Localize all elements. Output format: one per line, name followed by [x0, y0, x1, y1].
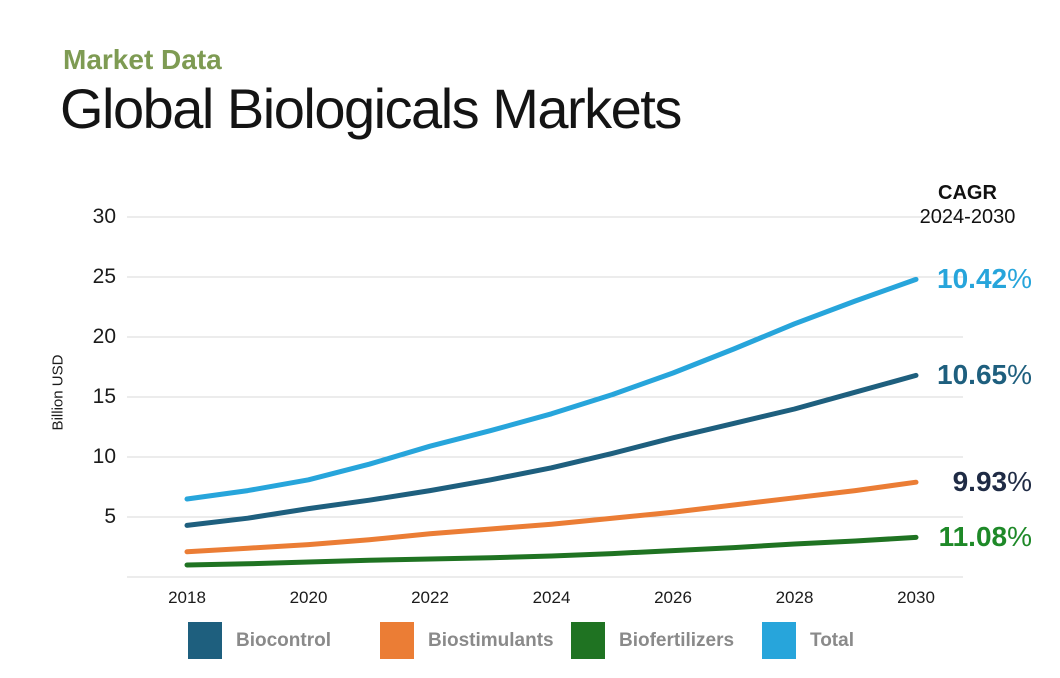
cagr-number: 11.08 — [938, 521, 1008, 553]
percent-sign: % — [1007, 466, 1032, 498]
cagr-number: 9.93 — [952, 466, 1008, 498]
y-tick-label-20: 20 — [92, 325, 116, 348]
percent-sign: % — [1007, 263, 1032, 295]
x-tick-label-2028: 2028 — [775, 588, 814, 607]
x-tick-label-2030: 2030 — [897, 588, 935, 607]
x-tick-label-2026: 2026 — [654, 588, 692, 607]
legend-swatch-biocontrol — [188, 622, 222, 659]
cagr-header: CAGR 2024-2030 — [895, 181, 1040, 229]
eyebrow-label: Market Data — [63, 44, 222, 75]
series-line-total — [184, 276, 919, 502]
series-line-biocontrol — [184, 372, 919, 528]
cagr-value-biocontrol: 10.65% — [812, 358, 1032, 392]
series-line-biostimulants — [184, 479, 919, 555]
percent-sign: % — [1007, 359, 1032, 391]
x-tick-label-2018: 2018 — [168, 588, 206, 607]
y-tick-label-15: 15 — [92, 385, 116, 408]
x-tick-label-2020: 2020 — [289, 588, 328, 607]
legend-label-biostimulants: Biostimulants — [428, 629, 554, 651]
legend-swatch-total — [762, 622, 796, 659]
legend-swatch-biostimulants — [380, 622, 414, 659]
legend-swatch-biofertilizers — [571, 622, 605, 659]
y-tick-label-30: 30 — [92, 205, 116, 228]
cagr-value-total: 10.42% — [812, 262, 1032, 296]
cagr-header-line2: 2024-2030 — [919, 206, 1016, 228]
legend-label-total: Total — [810, 629, 854, 651]
page-title: Global Biologicals Markets — [60, 77, 682, 140]
cagr-header-line1: CAGR — [938, 182, 997, 204]
series-line-biofertilizers — [184, 534, 919, 568]
y-axis-title: Billion USD — [49, 354, 67, 431]
cagr-value-biostimulants: 9.93% — [812, 465, 1032, 499]
y-tick-label-25: 25 — [92, 265, 116, 288]
legend-label-biofertilizers: Biofertilizers — [619, 629, 735, 651]
legend-label-biocontrol: Biocontrol — [236, 629, 331, 651]
y-tick-label-5: 5 — [104, 505, 116, 528]
cagr-number: 10.65 — [937, 359, 1008, 391]
x-tick-label-2024: 2024 — [532, 588, 571, 607]
x-tick-label-2022: 2022 — [411, 588, 449, 607]
cagr-value-biofertilizers: 11.08% — [812, 520, 1032, 554]
cagr-number: 10.42 — [937, 263, 1008, 295]
percent-sign: % — [1007, 521, 1032, 553]
y-tick-label-10: 10 — [92, 445, 116, 468]
